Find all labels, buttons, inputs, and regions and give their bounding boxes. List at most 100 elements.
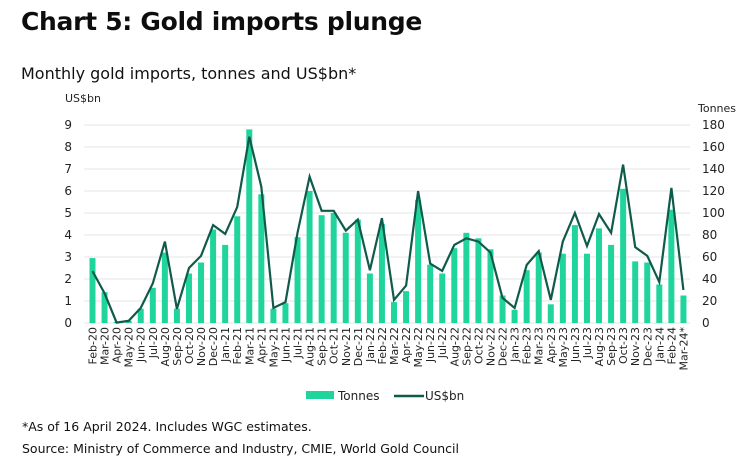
x-tick-label: Apr-22 [400,327,413,363]
y-left-tick-label: 8 [64,140,72,154]
y-left-tick-label: 7 [64,162,72,176]
y-axis-left-title: US$bn [65,92,101,105]
x-tick-label: Aug-20 [159,327,172,366]
x-tick-label: Apr-21 [255,327,268,363]
bar-series-tonnes [89,129,687,323]
x-tick-label: Jun-22 [424,327,437,363]
bar-tonnes-jul-23 [583,253,590,323]
legend-label-tonnes: Tonnes [337,389,379,403]
y-right-tick-label: 40 [702,272,717,286]
y-right-tick-label: 180 [702,118,725,132]
x-tick-label: Feb-20 [87,327,100,364]
y-left-tick-label: 5 [64,206,72,220]
x-tick-label: Mar-24* [677,327,690,371]
x-tick-label: Mar-20 [99,327,112,365]
y-right-tick-label: 100 [702,206,725,220]
bar-tonnes-feb-24 [668,209,675,323]
y-right-tick-label: 120 [702,184,725,198]
x-tick-label: Oct-23 [617,327,630,364]
line-series-usbn [91,136,685,324]
legend: Tonnes US$bn [306,389,464,403]
y-left-tick-label: 6 [64,184,72,198]
x-tick-label: Jun-20 [135,327,148,363]
y-left-tick-label: 2 [64,272,72,286]
y-right-tick-label: 60 [702,250,717,264]
footnote-source: Source: Ministry of Commerce and Industr… [22,441,459,456]
bar-tonnes-nov-23 [632,261,639,323]
footnote-asof: *As of 16 April 2024. Includes WGC estim… [22,419,312,434]
x-tick-label: Apr-20 [111,327,124,363]
bar-tonnes-jun-21 [282,303,289,323]
bar-tonnes-feb-20 [89,258,96,323]
x-tick-label: Nov-20 [195,327,208,366]
bar-tonnes-oct-20 [185,273,192,323]
bar-tonnes-feb-22 [378,224,385,323]
bar-tonnes-apr-23 [547,304,554,323]
x-tick-label: May-22 [412,327,425,368]
y-right-tick-label: 80 [702,228,717,242]
bar-tonnes-aug-23 [596,228,603,323]
bar-tonnes-may-23 [559,253,566,323]
y-axis-left: 0 1 2 3 4 5 6 7 8 9 [64,118,72,330]
bar-tonnes-dec-22 [499,295,506,323]
bar-tonnes-jul-22 [439,273,446,323]
bar-tonnes-sep-22 [463,232,470,323]
bar-tonnes-jan-21 [222,244,229,323]
legend-swatch-tonnes [306,391,334,399]
x-axis: Feb-20 Mar-20 Apr-20 May-20 Jun-20 Jul-20 Aug-… [87,327,691,371]
bar-tonnes-apr-22 [403,291,410,323]
x-tick-label: May-20 [123,327,136,368]
x-tick-label: Aug-22 [448,327,461,366]
x-tick-label: Apr-23 [545,327,558,363]
y-left-tick-label: 1 [64,294,72,308]
y-axis-right-title: Tonnes [697,102,736,115]
bar-tonnes-jun-23 [571,225,578,323]
x-tick-label: Dec-22 [497,327,510,366]
x-tick-label: Jan-24 [653,327,666,363]
x-tick-label: Mar-21 [243,327,256,365]
bar-tonnes-mar-20 [101,292,108,323]
bar-tonnes-mar-21 [246,129,253,323]
bar-tonnes-oct-23 [620,188,627,323]
bar-tonnes-mar-23 [535,252,542,323]
y-left-tick-label: 0 [64,316,72,330]
bar-tonnes-aug-22 [451,248,458,323]
x-tick-label: Oct-21 [328,327,341,364]
x-tick-label: Sep-21 [316,327,329,366]
x-tick-label: Sep-22 [460,327,473,366]
bar-tonnes-dec-21 [354,219,361,323]
bar-tonnes-aug-21 [306,191,313,323]
y-left-tick-label: 4 [64,228,72,242]
x-tick-label: Jun-23 [569,327,582,363]
y-right-tick-label: 160 [702,140,725,154]
bar-tonnes-jul-21 [294,237,301,323]
x-tick-label: Jun-21 [279,327,292,363]
x-tick-label: May-23 [557,327,570,368]
bar-tonnes-sep-20 [173,308,180,323]
x-tick-label: Feb-22 [376,327,389,364]
bar-tonnes-aug-20 [161,252,168,323]
bar-tonnes-jul-20 [149,287,156,323]
x-tick-label: Nov-23 [629,327,642,366]
x-tick-label: Nov-21 [340,327,353,366]
x-tick-label: Jan-23 [509,327,522,363]
bar-tonnes-feb-23 [523,270,530,323]
x-tick-label: May-21 [267,327,280,368]
bar-tonnes-sep-23 [608,244,615,323]
x-tick-label: Mar-22 [388,327,401,365]
bar-tonnes-feb-21 [234,216,241,323]
x-tick-label: Jan-22 [364,327,377,363]
bar-tonnes-sep-21 [318,215,325,323]
x-tick-label: Oct-22 [472,327,485,364]
x-tick-label: Nov-22 [484,327,497,366]
y-right-tick-label: 140 [702,162,725,176]
y-axis-right: 0 20 40 60 80 100 120 140 160 180 [702,118,725,330]
line-usbn [91,136,685,324]
x-tick-label: Sep-23 [605,327,618,366]
bar-tonnes-nov-22 [487,249,494,323]
y-left-tick-label: 3 [64,250,72,264]
bar-tonnes-mar-22 [391,302,397,323]
x-tick-label: Jul-23 [581,327,594,359]
bar-tonnes-jun-22 [427,264,434,323]
